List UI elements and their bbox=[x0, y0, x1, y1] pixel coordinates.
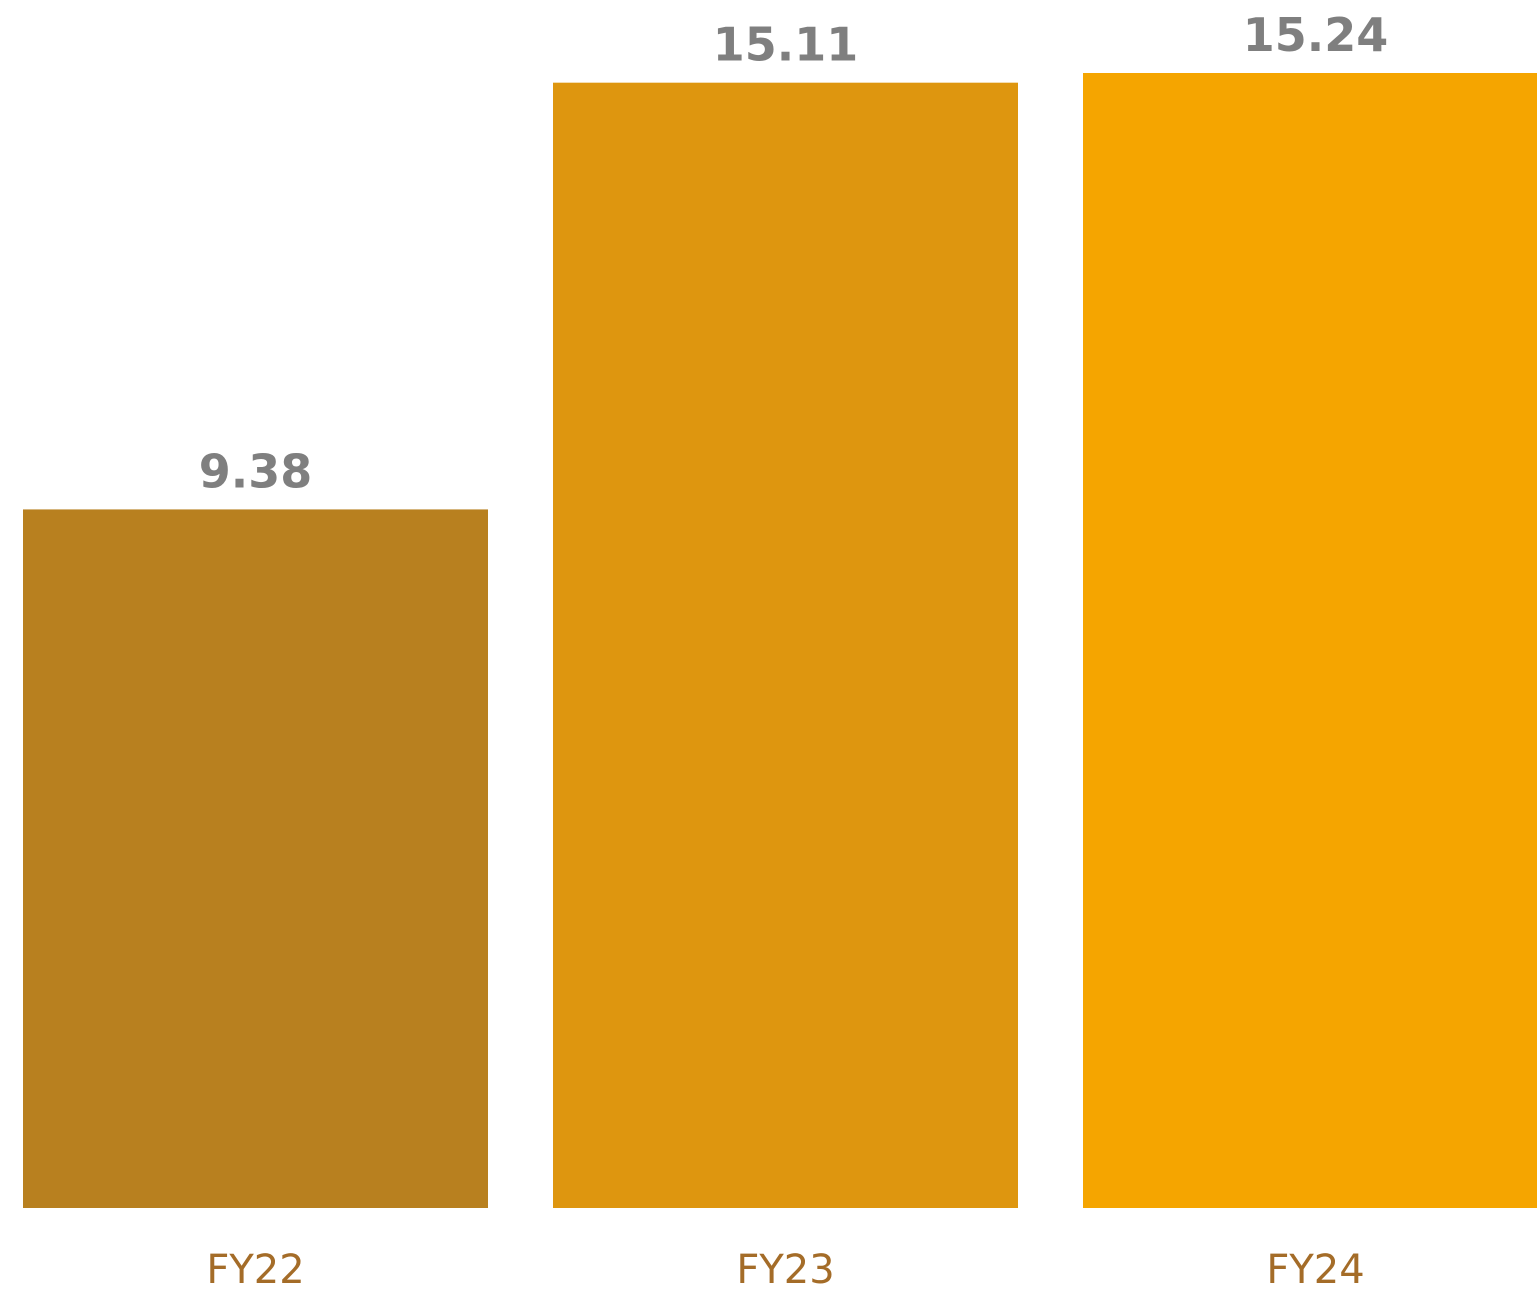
bar-fy22 bbox=[23, 509, 488, 1208]
bar-fy24 bbox=[1083, 73, 1537, 1208]
category-label-fy24: FY24 bbox=[1266, 1247, 1364, 1291]
bars-group bbox=[23, 73, 1537, 1208]
value-labels-group: 9.38 15.11 15.24 bbox=[199, 8, 1389, 498]
category-labels-group: FY22 FY23 FY24 bbox=[206, 1247, 1364, 1291]
value-label-fy24: 15.24 bbox=[1243, 8, 1389, 62]
category-label-fy23: FY23 bbox=[736, 1247, 834, 1291]
value-label-fy23: 15.11 bbox=[713, 18, 859, 72]
bar-fy23 bbox=[553, 82, 1018, 1208]
category-label-fy22: FY22 bbox=[206, 1247, 304, 1291]
value-label-fy22: 9.38 bbox=[199, 444, 313, 498]
